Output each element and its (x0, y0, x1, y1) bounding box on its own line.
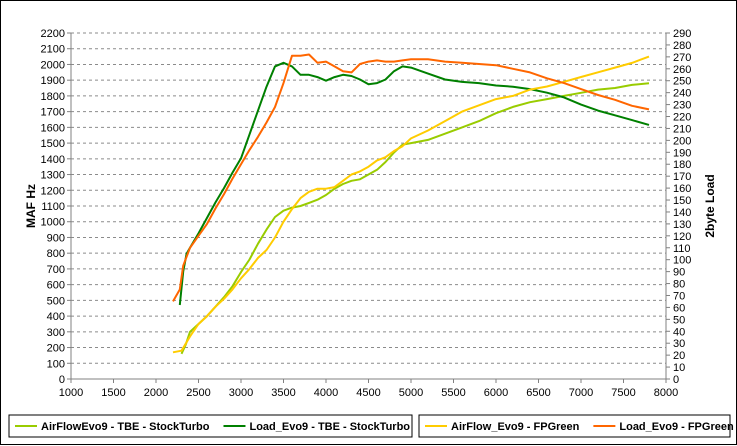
x-tick-label: 4000 (314, 387, 338, 399)
x-tick-label: 1000 (59, 387, 83, 399)
y-left-tick-label: 1500 (41, 138, 65, 150)
y-left-tick-label: 900 (47, 232, 65, 244)
y-right-tick-label: 200 (673, 135, 691, 147)
y-left-tick-label: 300 (47, 327, 65, 339)
y-right-tick-label: 70 (673, 290, 685, 302)
y-left-tick-label: 1400 (41, 154, 65, 166)
y-right-tick-label: 180 (673, 159, 691, 171)
x-tick-label: 7500 (611, 387, 635, 399)
y-right-tick-label: 100 (673, 255, 691, 267)
x-tick-label: 3500 (271, 387, 295, 399)
y-right-tick-label: 170 (673, 171, 691, 183)
y-right-tick-label: 60 (673, 302, 685, 314)
y-right-axis-title: 2byte Load (703, 174, 717, 237)
y-right-tick-label: 230 (673, 100, 691, 112)
legend-entry: Load_Evo9 - TBE - StockTurbo (249, 421, 410, 433)
y-left-tick-label: 1200 (41, 185, 65, 197)
x-tick-label: 2500 (186, 387, 210, 399)
y-left-tick-label: 400 (47, 311, 65, 323)
y-right-tick-label: 260 (673, 64, 691, 76)
y-right-tick-label: 190 (673, 147, 691, 159)
y-right-tick-label: 40 (673, 326, 685, 338)
y-right-tick-label: 110 (673, 243, 691, 255)
y-right-tick-label: 120 (673, 231, 691, 243)
y-left-tick-label: 1000 (41, 217, 65, 229)
y-right-tick-label: 290 (673, 28, 691, 40)
y-right-tick-label: 130 (673, 219, 691, 231)
y-left-tick-label: 0 (59, 374, 65, 386)
y-left-tick-label: 1700 (41, 107, 65, 119)
x-tick-label: 5500 (441, 387, 465, 399)
x-tick-label: 6500 (526, 387, 550, 399)
y-right-tick-label: 50 (673, 314, 685, 326)
y-left-tick-label: 100 (47, 358, 65, 370)
y-left-tick-label: 700 (47, 264, 65, 276)
y-right-tick-label: 90 (673, 267, 685, 279)
x-tick-label: 5000 (399, 387, 423, 399)
y-left-tick-label: 200 (47, 343, 65, 355)
y-right-tick-labels: 0102030405060708090100110120130140150160… (666, 28, 691, 386)
y-right-tick-label: 20 (673, 350, 685, 362)
y-left-tick-label: 1300 (41, 170, 65, 182)
legend: AirFlowEvo9 - TBE - StockTurbo Load_Evo9 … (8, 414, 734, 438)
y-right-tick-label: 80 (673, 279, 685, 291)
y-left-tick-label: 600 (47, 280, 65, 292)
series-line-2 (178, 61, 650, 306)
y-left-tick-label: 1600 (41, 122, 65, 134)
y-right-tick-label: 140 (673, 207, 691, 219)
x-tick-label: 7000 (569, 387, 593, 399)
y-right-tick-label: 220 (673, 112, 691, 124)
x-tick-label: 1500 (101, 387, 125, 399)
plot-area (71, 33, 666, 379)
x-tick-label: 3000 (229, 387, 253, 399)
legend-box-1 (8, 414, 413, 438)
series-line-3 (172, 55, 650, 354)
x-tick-label: 2000 (144, 387, 168, 399)
y-left-tick-label: 1900 (41, 75, 65, 87)
y-left-tick-label: 1100 (41, 201, 65, 213)
y-left-tick-label: 2100 (41, 44, 65, 56)
legend-box-2 (418, 414, 731, 438)
y-right-tick-label: 10 (673, 362, 685, 374)
y-left-tick-labels: 0 100 200 300 400 500 600 700 800 900 1000 1100 1200… (41, 28, 71, 386)
y-right-tick-label: 0 (673, 374, 679, 386)
legend-entry: AirFlowEvo9 - TBE - StockTurbo (41, 421, 210, 433)
y-left-tick-label: 800 (47, 248, 65, 260)
y-right-tick-label: 240 (673, 88, 691, 100)
y-left-tick-label: 2200 (41, 28, 65, 40)
y-right-tick-label: 30 (673, 338, 685, 350)
y-left-tick-label: 2000 (41, 59, 65, 71)
x-tick-labels: 1000 1500 2000 2500 3000 3500 4000 4500 5000 5500… (59, 379, 678, 399)
y-right-tick-label: 270 (673, 52, 691, 64)
legend-entry: AirFlow_Evo9 - FPGreen (451, 421, 580, 433)
y-right-tick-label: 280 (673, 40, 691, 52)
series-line-1 (180, 82, 650, 355)
x-tick-label: 6000 (484, 387, 508, 399)
y-left-tick-label: 1800 (41, 91, 65, 103)
series-line-4 (172, 53, 650, 302)
y-left-axis-title: MAF Hz (24, 184, 38, 228)
x-tick-label: 8000 (654, 387, 678, 399)
legend-entry: Load_Evo9 - FPGreen (619, 421, 734, 433)
y-right-tick-label: 210 (673, 123, 691, 135)
y-right-tick-label: 160 (673, 183, 691, 195)
y-left-tick-label: 500 (47, 295, 65, 307)
series-lines (172, 53, 650, 355)
y-right-tick-label: 150 (673, 195, 691, 207)
x-tick-label: 4500 (356, 387, 380, 399)
y-right-tick-label: 250 (673, 76, 691, 88)
